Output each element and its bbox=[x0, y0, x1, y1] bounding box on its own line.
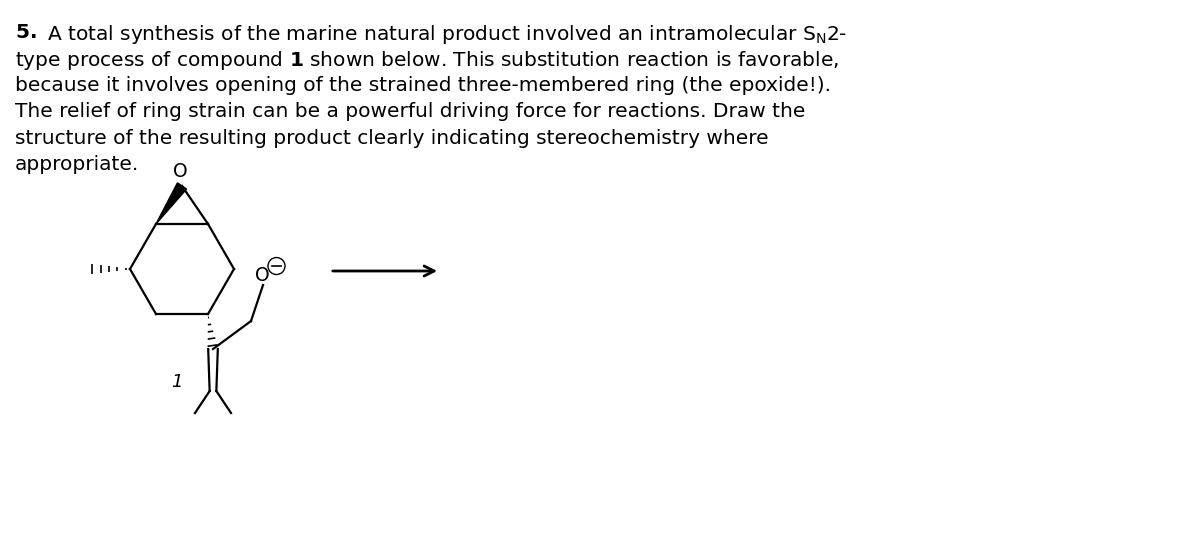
Text: O: O bbox=[173, 162, 187, 181]
Text: $\mathbf{5.}$: $\mathbf{5.}$ bbox=[14, 23, 36, 42]
Polygon shape bbox=[156, 183, 186, 224]
Text: because it involves opening of the strained three-membered ring (the epoxide!).: because it involves opening of the strai… bbox=[14, 76, 830, 95]
Text: O: O bbox=[254, 266, 269, 285]
Text: 1: 1 bbox=[172, 373, 182, 391]
Text: type process of compound $\mathbf{1}$ shown below. This substitution reaction is: type process of compound $\mathbf{1}$ sh… bbox=[14, 50, 839, 73]
Text: A total synthesis of the marine natural product involved an intramolecular S$_\m: A total synthesis of the marine natural … bbox=[47, 23, 847, 46]
Text: The relief of ring strain can be a powerful driving force for reactions. Draw th: The relief of ring strain can be a power… bbox=[14, 102, 805, 122]
Text: appropriate.: appropriate. bbox=[14, 155, 139, 175]
Text: structure of the resulting product clearly indicating stereochemistry where: structure of the resulting product clear… bbox=[14, 129, 769, 148]
